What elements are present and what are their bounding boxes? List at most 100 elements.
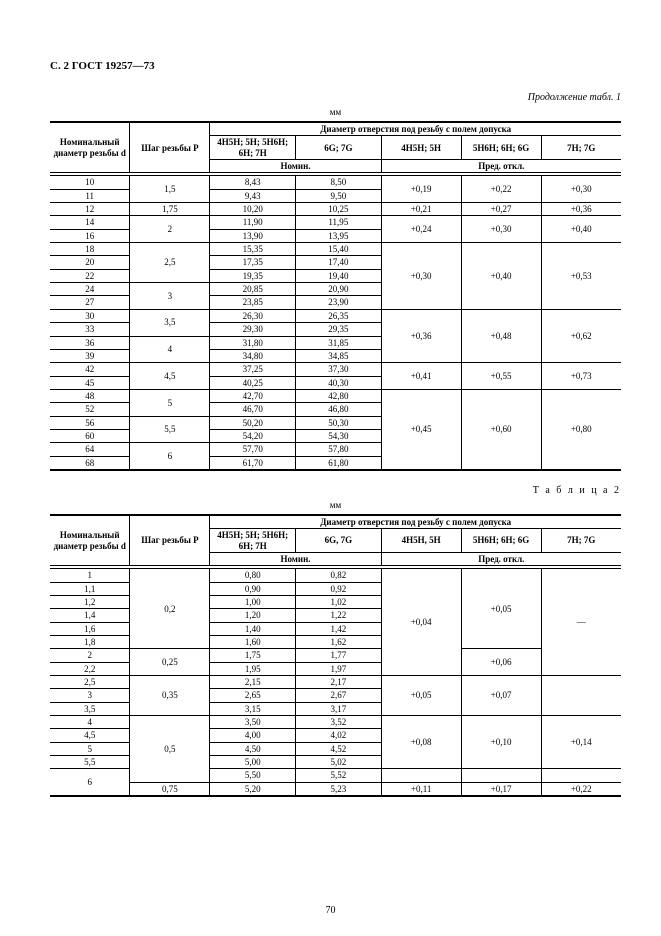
- t1-n1: 19,35: [210, 269, 296, 282]
- th-c1: 4H5H; 5H; 5H6H; 6H; 7H: [210, 136, 296, 160]
- t2-d: 2,5: [50, 676, 130, 689]
- t1-n2: 19,40: [296, 269, 382, 282]
- t1-n1: 11,90: [210, 216, 296, 229]
- th-c1: 4H5H; 5H; 5H6H; 6H; 7H: [210, 529, 296, 553]
- th-pred: Пред. откл.: [381, 552, 621, 565]
- t1-n1: 46,70: [210, 403, 296, 416]
- t2-d: 1,4: [50, 609, 130, 622]
- t1-p: 2,5: [130, 243, 210, 283]
- t1-n1: 50,20: [210, 416, 296, 429]
- t1-n2: 26,35: [296, 309, 382, 322]
- t1-n1: 9,43: [210, 189, 296, 202]
- t1-n1: 8,43: [210, 176, 296, 189]
- unit-label-1: мм: [50, 107, 621, 117]
- t2-n1: 0,90: [210, 582, 296, 595]
- t1-d: 30: [50, 309, 130, 322]
- t1-d: 27: [50, 296, 130, 309]
- t1-dev: +0,27: [461, 203, 541, 216]
- t1-dev: +0,30: [461, 216, 541, 243]
- t1-n2: 42,80: [296, 389, 382, 402]
- t1-dev: +0,22: [461, 176, 541, 203]
- t2-dev: +0,04: [381, 569, 461, 676]
- t2-n1: 1,00: [210, 596, 296, 609]
- th-nominal: Номинальный диаметр резьбы d: [50, 515, 130, 566]
- t1-n1: 20,85: [210, 283, 296, 296]
- t2-n2: 4,02: [296, 729, 382, 742]
- t2-d: 2: [50, 649, 130, 662]
- t2-n1: 5,50: [210, 769, 296, 782]
- t2-p: 0,75: [130, 782, 210, 796]
- t1-p: 2: [130, 216, 210, 243]
- t1-p: 4: [130, 336, 210, 363]
- th-nominal: Номинальный диаметр резьбы d: [50, 122, 130, 173]
- t2-dev: +0,11: [381, 782, 461, 796]
- th-c2: 6G; 7G: [296, 136, 382, 160]
- th-pitch: Шаг резьбы P: [130, 122, 210, 173]
- th-hole-dia: Диаметр отверстия под резьбу с полем доп…: [210, 515, 621, 529]
- t1-d: 11: [50, 189, 130, 202]
- doc-heading: С. 2 ГОСТ 19257—73: [50, 60, 621, 72]
- t1-n2: 29,35: [296, 323, 382, 336]
- t1-n1: 34,80: [210, 349, 296, 362]
- t2-n2: 5,52: [296, 769, 382, 782]
- t1-d: 39: [50, 349, 130, 362]
- t1-d: 45: [50, 376, 130, 389]
- t1-d: 60: [50, 429, 130, 442]
- t1-dev: +0,45: [381, 389, 461, 470]
- t2-n2: 4,52: [296, 742, 382, 755]
- t2-n1: 3,50: [210, 716, 296, 729]
- t2-dev: [541, 676, 621, 716]
- t1-n2: 10,25: [296, 203, 382, 216]
- t1-n1: 31,80: [210, 336, 296, 349]
- t1-n2: 54,30: [296, 429, 382, 442]
- t1-d: 42: [50, 363, 130, 376]
- t2-n2: 0,82: [296, 569, 382, 582]
- t2-n1: 1,95: [210, 662, 296, 675]
- t2-n1: 3,15: [210, 702, 296, 715]
- th-c5: 7H; 7G: [541, 136, 621, 160]
- t1-dev: +0,36: [541, 203, 621, 216]
- t1-dev: +0,80: [541, 389, 621, 470]
- t1-n1: 13,90: [210, 229, 296, 242]
- t1-n1: 29,30: [210, 323, 296, 336]
- t2-n1: 1,75: [210, 649, 296, 662]
- t1-n1: 40,25: [210, 376, 296, 389]
- table-2-label: Т а б л и ц а 2: [50, 485, 621, 496]
- t1-dev: +0,55: [461, 363, 541, 390]
- t2-d: 3: [50, 689, 130, 702]
- t2-n2: 1,62: [296, 636, 382, 649]
- continuation-label: Продолжение табл. 1: [50, 92, 621, 103]
- t2-n1: 2,65: [210, 689, 296, 702]
- t1-dev: +0,41: [381, 363, 461, 390]
- th-c3: 4H5H; 5H: [381, 136, 461, 160]
- t2-d: 4: [50, 716, 130, 729]
- th-c3: 4H5H, 5H: [381, 529, 461, 553]
- t1-dev: +0,40: [541, 216, 621, 243]
- t2-d: 5: [50, 742, 130, 755]
- t1-n2: 23,90: [296, 296, 382, 309]
- t1-n1: 26,30: [210, 309, 296, 322]
- t1-n2: 8,50: [296, 176, 382, 189]
- t1-n2: 61,80: [296, 456, 382, 470]
- t1-p: 1,75: [130, 203, 210, 216]
- t1-n2: 9,50: [296, 189, 382, 202]
- t2-n2: 1,42: [296, 622, 382, 635]
- t1-n2: 37,30: [296, 363, 382, 376]
- t1-d: 36: [50, 336, 130, 349]
- t1-p: 5,5: [130, 416, 210, 443]
- t1-d: 16: [50, 229, 130, 242]
- t1-n1: 61,70: [210, 456, 296, 470]
- t2-dev: +0,08: [381, 716, 461, 769]
- t2-dev: +0,05: [381, 676, 461, 716]
- th-c2: 6G, 7G: [296, 529, 382, 553]
- t2-dev: [461, 769, 541, 782]
- t1-n2: 20,90: [296, 283, 382, 296]
- th-c5: 7H; 7G: [541, 529, 621, 553]
- t1-p: 1,5: [130, 176, 210, 203]
- t1-n1: 37,25: [210, 363, 296, 376]
- t1-dev: +0,21: [381, 203, 461, 216]
- t1-d: 52: [50, 403, 130, 416]
- t1-n2: 15,40: [296, 243, 382, 256]
- th-pitch: Шаг резьбы P: [130, 515, 210, 566]
- t1-d: 12: [50, 203, 130, 216]
